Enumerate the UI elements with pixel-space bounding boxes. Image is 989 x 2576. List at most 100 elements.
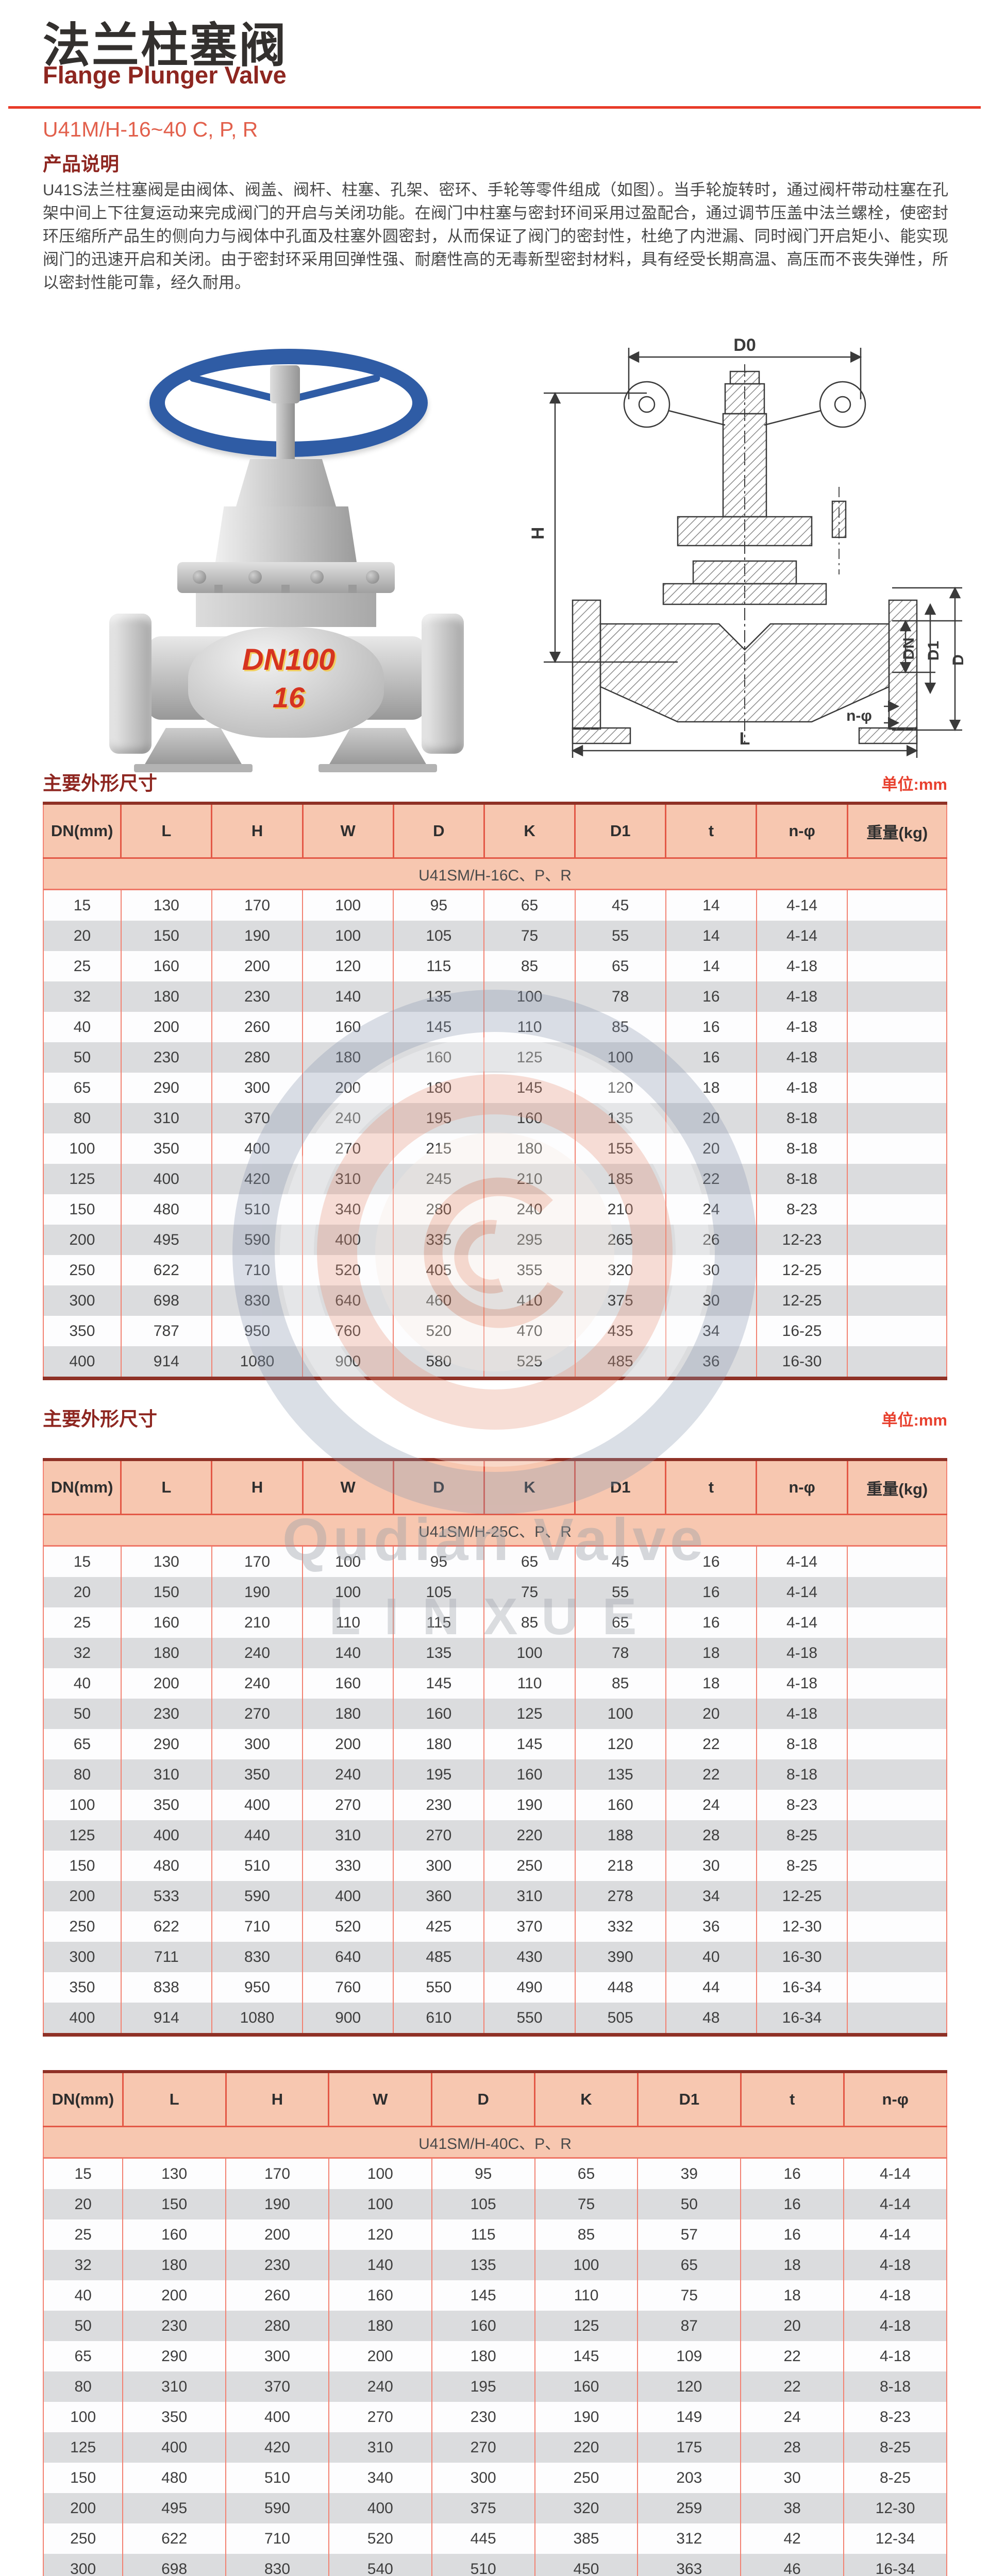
table-cell-empty — [847, 2003, 947, 2035]
table-cell: 16-30 — [756, 1346, 848, 1379]
table-cell-empty — [847, 1225, 947, 1255]
table-cell: 340 — [302, 1194, 394, 1225]
table-cell: 4-14 — [843, 2219, 947, 2250]
table-cell: 200 — [120, 1012, 212, 1042]
table-cell: 8-18 — [756, 1729, 848, 1759]
table-cell: 180 — [393, 1729, 484, 1759]
table-cell: 100 — [302, 889, 394, 921]
table-cell: 210 — [211, 1607, 303, 1638]
table-cell: 290 — [120, 1729, 212, 1759]
table-cell: 20 — [73, 927, 91, 944]
table-cell: 278 — [574, 1881, 666, 1911]
column-header-8: n-φ — [756, 803, 848, 858]
table-cell-empty — [847, 1103, 947, 1133]
table-row: 150 480 510 340 300 250 203 30 8-25 — [43, 2463, 947, 2493]
table-cell: 8-18 — [756, 1133, 848, 1164]
table-cell: 8-25 — [756, 1851, 848, 1881]
table-cell: 30 — [665, 1255, 757, 1285]
table-cell: 190 — [211, 921, 303, 951]
table-cell: 375 — [431, 2493, 535, 2523]
table-cell: 150 — [120, 921, 212, 951]
table-row: 100 350 400 270 215 180 155 20 8-18 — [43, 1133, 947, 1164]
table-row: 40 200 240 160 145 110 85 18 4-18 — [43, 1668, 947, 1699]
table-cell: 622 — [120, 1911, 212, 1942]
table-cell-empty — [847, 921, 947, 951]
table-cell: 400 — [69, 1352, 95, 1370]
column-header-0: DN(mm) — [43, 2072, 123, 2127]
table-cell: 145 — [431, 2280, 535, 2311]
table-row: 200 495 590 400 335 295 265 26 12-23 — [43, 1225, 947, 1255]
table-row: 32 180 230 140 135 100 78 16 4-18 — [43, 981, 947, 1012]
table-cell: 4-18 — [756, 951, 848, 981]
series-subheader: U41SM/H-16C、P、R — [43, 858, 947, 890]
table-cell: 150 — [120, 1577, 212, 1607]
table-cell: 550 — [483, 2003, 575, 2035]
table-cell: 125 — [534, 2311, 638, 2341]
table-cell: 385 — [534, 2523, 638, 2554]
table-cell: 300 — [69, 1948, 95, 1965]
table-cell: 180 — [483, 1133, 575, 1164]
table-cell: 130 — [122, 2158, 226, 2189]
table-cell: 203 — [637, 2463, 741, 2493]
table-cell-empty — [847, 1911, 947, 1942]
table-cell: 100 — [328, 2158, 432, 2189]
table-row: 300 698 830 540 510 450 363 46 16-34 — [43, 2554, 947, 2576]
table-cell: 270 — [393, 1820, 484, 1851]
table-cell: 85 — [574, 1012, 666, 1042]
table-cell: 350 — [69, 1978, 95, 1996]
table-cell: 310 — [302, 1164, 394, 1194]
table-cell: 230 — [225, 2250, 329, 2280]
table-cell: 20 — [665, 1103, 757, 1133]
table-cell: 330 — [302, 1851, 394, 1881]
table-cell: 8-23 — [843, 2402, 947, 2432]
table-cell: 240 — [211, 1668, 303, 1699]
column-header-1: L — [120, 803, 212, 858]
table-cell: 14 — [665, 889, 757, 921]
table-cell: 425 — [393, 1911, 484, 1942]
table-cell: 430 — [483, 1942, 575, 1972]
table-cell: 140 — [328, 2250, 432, 2280]
table-cell: 4-18 — [843, 2311, 947, 2341]
table-cell: 95 — [393, 889, 484, 921]
table-cell: 310 — [122, 2371, 226, 2402]
table-cell: 622 — [120, 1255, 212, 1285]
unit-label: 单位:mm — [881, 1411, 947, 1429]
table-cell: 16 — [665, 981, 757, 1012]
column-header-3: W — [301, 803, 394, 858]
table-cell: 40 — [665, 1942, 757, 1972]
right-flange — [422, 614, 464, 754]
table-cell: 400 — [69, 2009, 95, 2026]
table-cell: 190 — [211, 1577, 303, 1607]
table-cell: 295 — [483, 1225, 575, 1255]
table-cell-empty — [847, 1729, 947, 1759]
table-row: 300 711 830 640 485 430 390 40 16-30 — [43, 1942, 947, 1972]
table-cell: 445 — [431, 2523, 535, 2554]
table-cell: 4-14 — [843, 2158, 947, 2189]
table-cell: 115 — [393, 1607, 484, 1638]
table-cell-empty — [847, 1790, 947, 1820]
table-cell: 320 — [574, 1255, 666, 1285]
table-cell: 85 — [483, 951, 575, 981]
table-cell: 12-34 — [843, 2523, 947, 2554]
table-cell: 260 — [211, 1012, 303, 1042]
table-cell: 280 — [393, 1194, 484, 1225]
table-cell: 170 — [211, 1546, 303, 1577]
table-cell: 160 — [122, 2219, 226, 2250]
table-cell: 100 — [302, 1546, 394, 1577]
table-cell: 100 — [302, 921, 394, 951]
pressure-class-marking: 16 — [272, 681, 305, 714]
table-row: 32 180 240 140 135 100 78 18 4-18 — [43, 1638, 947, 1668]
table-cell-empty — [847, 1194, 947, 1225]
table-cell: 14 — [665, 951, 757, 981]
table-cell: 300 — [393, 1851, 484, 1881]
stem-nut — [270, 365, 300, 403]
table-cell: 760 — [302, 1972, 394, 2003]
dimensions-table-16c: DN(mm) L H W D K D1 t n-φ 重量(kg) U41SM/H-16C、P、R 15… — [43, 802, 947, 1380]
table-cell: 914 — [120, 2003, 212, 2035]
table-cell: 45 — [574, 889, 666, 921]
table-cell: 40 — [73, 1018, 91, 1036]
table-cell: 160 — [302, 1012, 394, 1042]
column-header-0: DN(mm) — [43, 1460, 121, 1515]
table-cell: 155 — [574, 1133, 666, 1164]
table-row: 100 350 400 270 230 190 160 24 8-23 — [43, 1790, 947, 1820]
